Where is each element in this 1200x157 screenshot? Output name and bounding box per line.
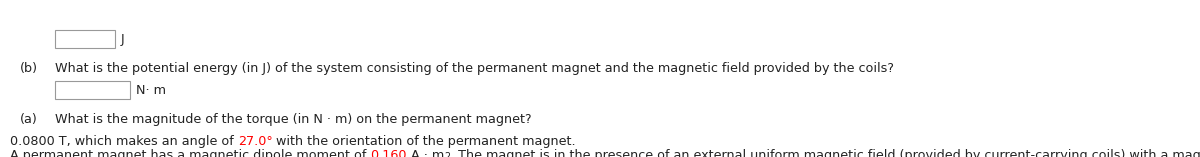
Bar: [55, 30, 115, 48]
Text: 0.160: 0.160: [371, 149, 407, 157]
Text: 2: 2: [444, 152, 450, 157]
Text: N· m: N· m: [136, 84, 166, 97]
Text: What is the potential energy (in J) of the system consisting of the permanent ma: What is the potential energy (in J) of t…: [55, 62, 894, 75]
Text: (a): (a): [20, 113, 37, 126]
Text: 27.0°: 27.0°: [238, 135, 272, 148]
Text: with the orientation of the permanent magnet.: with the orientation of the permanent ma…: [272, 135, 576, 148]
Text: . The magnet is in the presence of an external uniform magnetic field (provided : . The magnet is in the presence of an ex…: [450, 149, 1200, 157]
Bar: [55, 81, 130, 99]
Text: What is the magnitude of the torque (in N · m) on the permanent magnet?: What is the magnitude of the torque (in …: [55, 113, 532, 126]
Text: (b): (b): [20, 62, 38, 75]
Text: 0.0800 T, which makes an angle of: 0.0800 T, which makes an angle of: [10, 135, 238, 148]
Text: J: J: [121, 32, 125, 46]
Text: A permanent magnet has a magnetic dipole moment of: A permanent magnet has a magnetic dipole…: [10, 149, 371, 157]
Text: A · m: A · m: [407, 149, 444, 157]
